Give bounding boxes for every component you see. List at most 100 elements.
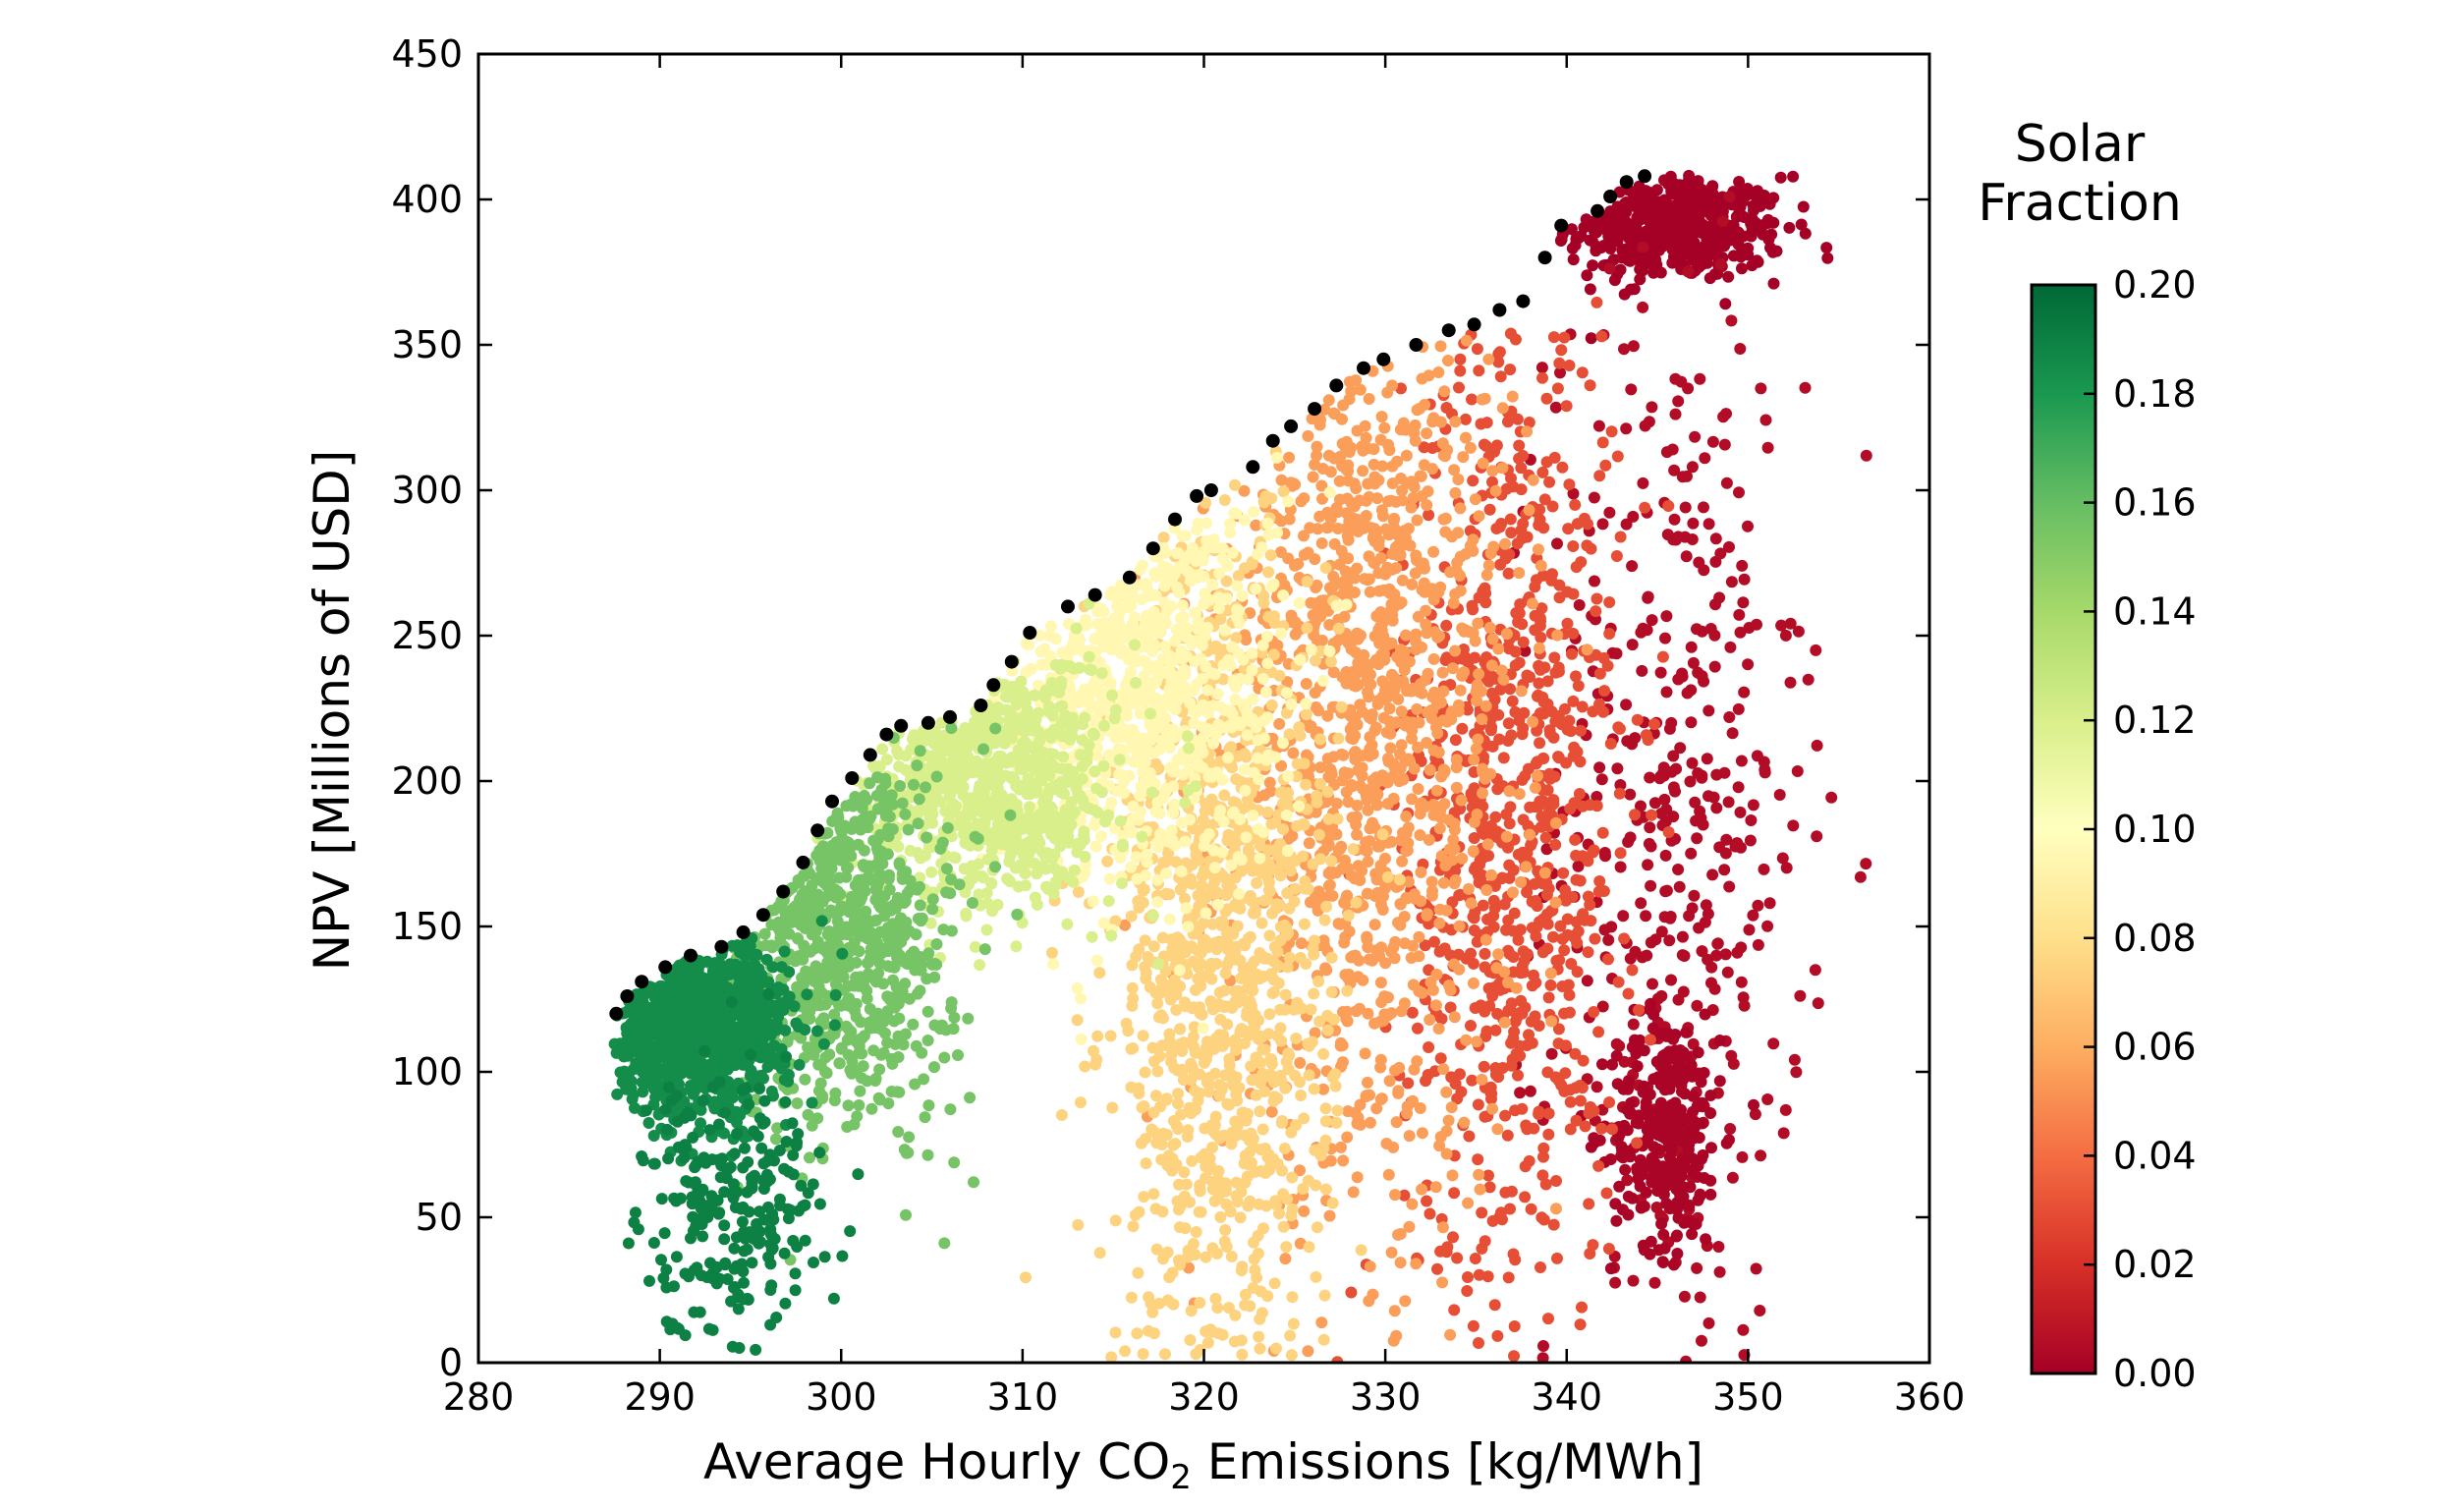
scatter-point bbox=[1237, 1106, 1250, 1119]
scatter-point bbox=[1114, 852, 1127, 864]
scatter-point bbox=[1617, 1151, 1630, 1164]
scatter-point bbox=[1125, 1042, 1138, 1055]
scatter-point bbox=[1359, 1047, 1371, 1060]
scatter-point bbox=[1674, 742, 1687, 755]
scatter-point bbox=[1211, 1302, 1224, 1315]
scatter-point bbox=[1402, 821, 1415, 834]
scatter-point bbox=[1502, 567, 1515, 580]
scatter-point bbox=[1303, 1069, 1315, 1082]
scatter-point bbox=[1440, 904, 1453, 917]
scatter-point bbox=[1566, 647, 1578, 660]
scatter-point bbox=[1294, 1056, 1307, 1069]
scatter-point bbox=[1321, 506, 1334, 519]
scatter-point bbox=[1483, 1181, 1496, 1194]
scatter-point bbox=[1452, 527, 1465, 539]
scatter-point bbox=[1472, 733, 1484, 746]
scatter-point bbox=[1301, 576, 1313, 588]
scatter-point bbox=[1692, 1046, 1704, 1059]
scatter-point bbox=[1205, 957, 1218, 970]
scatter-point bbox=[1206, 1325, 1219, 1338]
scatter-point bbox=[1390, 1329, 1403, 1342]
scatter-point bbox=[1419, 674, 1431, 687]
scatter-point bbox=[1186, 1154, 1199, 1167]
scatter-point bbox=[1209, 1110, 1222, 1123]
scatter-point bbox=[1509, 705, 1522, 718]
scatter-point bbox=[1672, 993, 1685, 1006]
scatter-point bbox=[1312, 523, 1324, 535]
scatter-point bbox=[1231, 1120, 1244, 1133]
scatter-point bbox=[1509, 333, 1522, 346]
scatter-point bbox=[1543, 476, 1556, 488]
scatter-point bbox=[1284, 1329, 1297, 1342]
scatter-point bbox=[1480, 884, 1493, 896]
scatter-point bbox=[1714, 258, 1727, 270]
scatter-point bbox=[1326, 1197, 1339, 1209]
scatter-point bbox=[1376, 828, 1389, 841]
scatter-point bbox=[1340, 507, 1353, 520]
scatter-point bbox=[1591, 1081, 1603, 1093]
scatter-point bbox=[1507, 886, 1519, 899]
scatter-point bbox=[1558, 331, 1571, 344]
scatter-point bbox=[1473, 591, 1485, 604]
scatter-point bbox=[1574, 874, 1587, 887]
scatter-point bbox=[1548, 651, 1561, 664]
scatter-point bbox=[1111, 600, 1124, 613]
scatter-point bbox=[1682, 265, 1695, 278]
scatter-point bbox=[1659, 632, 1671, 644]
scatter-point bbox=[1732, 781, 1745, 794]
scatter-point bbox=[1446, 1169, 1459, 1182]
scatter-point bbox=[1585, 1141, 1597, 1153]
scatter-point bbox=[1627, 340, 1640, 353]
scatter-point bbox=[1825, 791, 1838, 804]
scatter-point bbox=[1151, 1065, 1164, 1078]
scatter-point bbox=[1437, 766, 1450, 779]
scatter-point bbox=[1323, 644, 1336, 657]
scatter-point bbox=[1407, 979, 1420, 991]
scatter-point bbox=[1602, 1243, 1615, 1255]
scatter-point bbox=[1544, 979, 1557, 991]
scatter-point bbox=[1303, 837, 1315, 850]
scatter-point bbox=[1519, 1191, 1532, 1204]
scatter-point bbox=[1490, 439, 1503, 452]
scatter-point bbox=[1280, 809, 1293, 821]
scatter-point bbox=[1530, 930, 1542, 942]
scatter-point bbox=[1535, 362, 1548, 374]
scatter-point bbox=[1091, 1030, 1104, 1042]
scatter-point bbox=[1535, 1261, 1546, 1273]
scatter-point bbox=[1143, 1324, 1154, 1337]
scatter-point bbox=[1680, 550, 1693, 563]
scatter-point bbox=[1481, 1270, 1494, 1283]
scatter-point bbox=[1613, 1039, 1626, 1052]
scatter-point bbox=[1381, 870, 1394, 883]
scatter-point bbox=[1133, 943, 1145, 956]
scatter-point bbox=[1493, 733, 1506, 746]
scatter-point bbox=[1285, 1126, 1298, 1139]
scatter-point bbox=[1675, 1170, 1688, 1183]
scatter-point bbox=[1700, 899, 1712, 912]
scatter-point bbox=[1484, 724, 1497, 737]
scatter-point bbox=[1252, 734, 1264, 747]
scatter-point bbox=[1576, 366, 1589, 379]
scatter-point bbox=[1276, 1115, 1289, 1127]
scatter-point bbox=[1379, 882, 1391, 895]
scatter-point bbox=[1552, 752, 1565, 764]
scatter-point bbox=[1660, 686, 1673, 699]
scatter-point bbox=[1278, 579, 1291, 591]
scatter-point bbox=[1277, 823, 1289, 835]
scatter-point bbox=[1620, 518, 1633, 531]
scatter-point bbox=[1196, 885, 1208, 898]
scatter-point bbox=[1238, 993, 1251, 1006]
scatter-point bbox=[1279, 988, 1292, 1001]
scatter-point bbox=[1104, 1030, 1117, 1042]
scatter-point bbox=[1718, 864, 1731, 876]
scatter-point bbox=[1395, 655, 1407, 668]
scatter-point bbox=[1454, 684, 1467, 697]
scatter-point bbox=[1637, 241, 1649, 253]
scatter-point bbox=[1261, 753, 1274, 765]
scatter-point bbox=[1230, 773, 1243, 785]
scatter-point bbox=[1312, 828, 1325, 841]
scatter-point bbox=[1330, 797, 1343, 810]
scatter-point bbox=[1157, 1127, 1170, 1140]
scatter-point bbox=[1168, 798, 1181, 811]
scatter-point bbox=[1644, 821, 1656, 834]
